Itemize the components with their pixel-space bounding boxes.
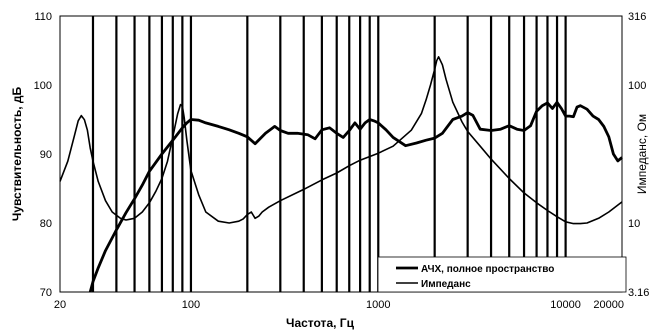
series-line-0 xyxy=(88,100,623,293)
x-tick-label-1000: 1000 xyxy=(366,299,390,311)
y-left-tick-label-110: 110 xyxy=(34,11,52,23)
legend-label-impedance: Импеданс xyxy=(421,279,471,290)
y-left-axis-title: Чувствительность, дБ xyxy=(10,86,24,221)
data-series xyxy=(59,56,623,293)
y-right-tick-label-10: 10 xyxy=(628,218,640,230)
y-left-tick-label-100: 100 xyxy=(34,80,52,92)
y-right-axis-title: Импеданс, Ом xyxy=(635,114,649,194)
legend: АЧХ, полное пространство Импеданс xyxy=(377,256,627,293)
legend-box xyxy=(377,256,627,293)
x-tick-label-10000: 10000 xyxy=(550,299,581,311)
x-tick-label-20: 20 xyxy=(54,299,66,311)
tick-labels: 20 100 1000 10000 20000 70 80 90 100 110 3.16 10 100… xyxy=(34,11,650,311)
x-axis-title: Частота, Гц xyxy=(286,316,355,330)
y-left-tick-label-90: 90 xyxy=(40,149,52,161)
legend-label-frequency-response: АЧХ, полное пространство xyxy=(421,264,554,275)
x-tick-label-20000: 20000 xyxy=(593,299,624,311)
y-right-tick-label-3.16: 3.16 xyxy=(628,287,649,299)
y-left-tick-label-70: 70 xyxy=(40,287,52,299)
vertical-gridlines xyxy=(91,16,567,292)
y-left-tick-label-80: 80 xyxy=(40,218,52,230)
plot-frame xyxy=(59,15,623,293)
x-tick-label-100: 100 xyxy=(182,299,200,311)
y-right-tick-label-100: 100 xyxy=(628,80,646,92)
series-line-1 xyxy=(59,56,623,225)
y-right-tick-label-316: 316 xyxy=(628,11,646,23)
